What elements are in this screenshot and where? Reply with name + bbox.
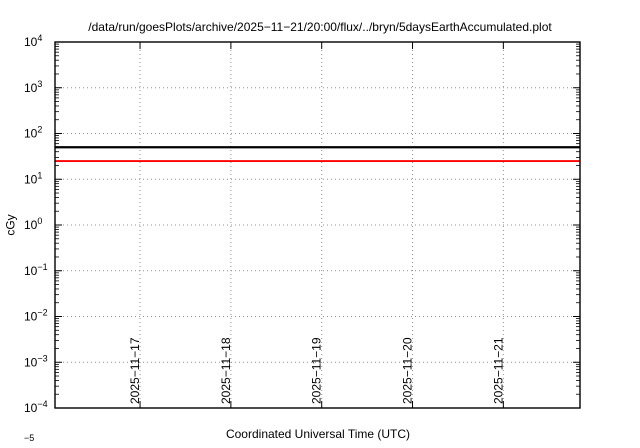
- x-tick-label: 2025−11−19: [310, 337, 324, 404]
- y-axis-label: cGy: [3, 214, 18, 236]
- y-tick-label: 104: [24, 33, 42, 49]
- y-tick-label: 101: [24, 170, 42, 186]
- y-tick-label: 10−1: [24, 262, 48, 278]
- clipped-tick-label-fragment: −5: [24, 433, 35, 443]
- y-tick-label: 10−2: [24, 308, 48, 324]
- plot-title: /data/run/goesPlots/archive/2025−11−21/2…: [88, 20, 552, 34]
- y-tick-label: 10−3: [24, 353, 48, 369]
- x-tick-label: 2025−11−17: [128, 337, 142, 404]
- plot-border: [54, 41, 581, 409]
- y-tick-label: 103: [24, 79, 42, 95]
- y-tick-label: 100: [24, 216, 42, 232]
- y-tick-label: 10−4: [24, 399, 48, 415]
- x-tick-label: 2025−11−21: [491, 337, 505, 404]
- y-tick-label: 102: [24, 125, 42, 141]
- x-axis-label: Coordinated Universal Time (UTC): [225, 427, 411, 441]
- x-tick-label: 2025−11−20: [401, 337, 415, 404]
- x-tick-label: 2025−11−18: [219, 337, 233, 404]
